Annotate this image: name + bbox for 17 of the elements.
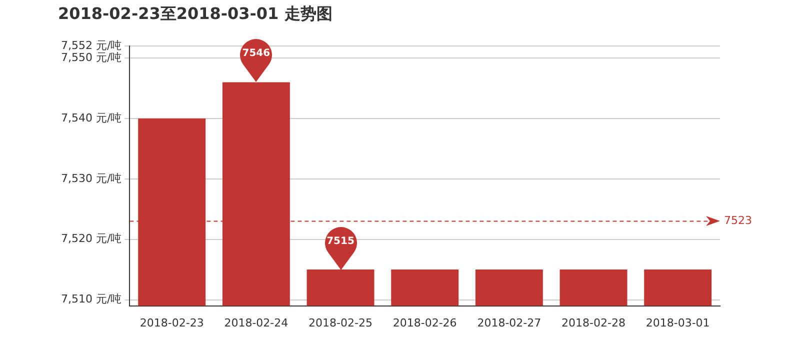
x-tick-label: 2018-02-26: [392, 316, 457, 330]
x-tick-label: 2018-02-25: [308, 316, 372, 330]
y-tick-label: 7,510 元/吨: [60, 292, 122, 306]
ref-line-label: 7523: [724, 214, 752, 228]
annotation: 7515: [326, 236, 356, 247]
x-tick-label: 2018-03-01: [646, 316, 710, 330]
y-tick-label: 7,520 元/吨: [60, 232, 122, 246]
x-tick-label: 2018-02-27: [477, 316, 542, 330]
y-tick-label: 7,530 元/吨: [60, 172, 122, 185]
y-tick-label: 7,552 元/吨: [60, 38, 122, 52]
x-tick-label: 2018-02-28: [562, 316, 626, 330]
annotation: 7546: [241, 48, 272, 60]
x-tick-label: 2018-02-23: [140, 316, 204, 330]
chart-title: 2018-02-23至2018-03-01 走势图: [58, 4, 332, 25]
y-tick-label: 7,550 元/吨: [60, 50, 122, 64]
y-tick-label: 7,540 元/吨: [60, 111, 122, 124]
x-tick-label: 2018-02-24: [224, 316, 288, 330]
